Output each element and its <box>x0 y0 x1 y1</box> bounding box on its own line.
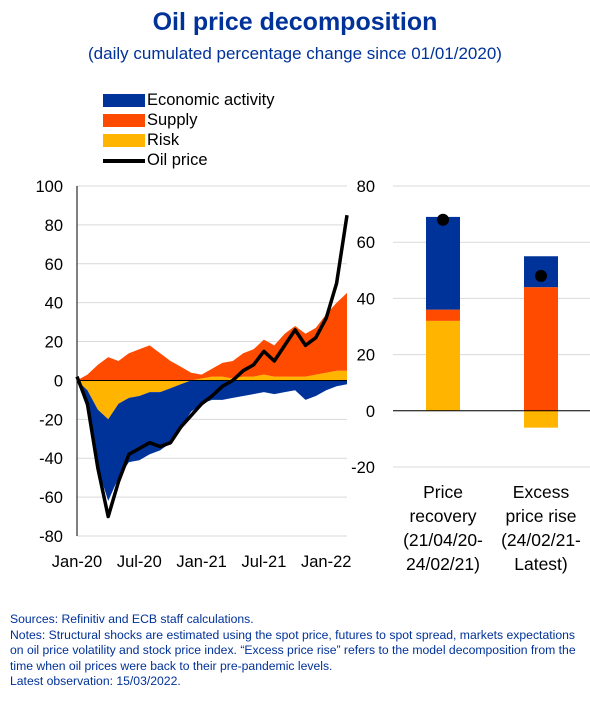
y-tick-label-right: -20 <box>351 459 375 477</box>
footnotes: Sources: Refinitiv and ECB staff calcula… <box>10 612 585 690</box>
category-label: (24/02/21- <box>501 530 581 550</box>
category-label: price rise <box>506 506 577 526</box>
legend-label-oil-price: Oil price <box>147 150 208 169</box>
y-tick-label-left: -20 <box>39 411 63 429</box>
y-tick-label-left: 60 <box>45 256 63 274</box>
legend-swatch-risk <box>103 133 145 147</box>
bar-segment-supply <box>524 287 558 411</box>
category-label: (21/04/20- <box>403 530 483 550</box>
latest-observation-note: Latest observation: 15/03/2022. <box>10 674 181 688</box>
x-tick-label-left: Jul-20 <box>117 553 162 571</box>
legend-item-oil-price: Oil price <box>103 150 274 170</box>
chart-title: Oil price decomposition <box>152 8 438 36</box>
legend-label-economic-activity: Economic activity <box>147 90 275 109</box>
legend-item-economic-activity: Economic activity <box>103 90 274 110</box>
y-tick-label-left: -60 <box>39 489 63 507</box>
category-label: Latest) <box>514 554 568 574</box>
chart-subtitle: (daily cumulated percentage change since… <box>88 44 502 63</box>
notes-text: Notes: Structural shocks are estimated u… <box>10 627 576 673</box>
risk-area-negative <box>77 380 347 420</box>
y-tick-label-left: 80 <box>45 217 63 235</box>
legend: Economic activity Supply Risk Oil price <box>103 90 274 170</box>
y-tick-label-left: 100 <box>35 178 63 196</box>
y-tick-label-right: 20 <box>357 347 375 365</box>
x-tick-label-left: Jul-21 <box>241 553 286 571</box>
supply-area <box>77 292 347 381</box>
y-tick-label-right: 40 <box>357 290 375 308</box>
x-tick-label-left: Jan-22 <box>301 553 351 571</box>
category-label: Excess <box>513 482 570 502</box>
legend-swatch-supply <box>103 113 145 127</box>
legend-item-supply: Supply <box>103 110 274 130</box>
oil-price-marker <box>437 213 449 226</box>
legend-swatch-oil-price <box>103 159 145 163</box>
bar-segment-risk <box>426 320 460 411</box>
bar-segment-supply <box>426 309 460 321</box>
y-tick-label-left: -80 <box>39 528 63 546</box>
oil-price-marker <box>535 269 547 282</box>
y-tick-label-left: 20 <box>45 334 63 352</box>
bar-segment-risk <box>524 410 558 428</box>
y-tick-label-left: 40 <box>45 295 63 313</box>
y-tick-label-left: -40 <box>39 450 63 468</box>
bar-segment-economic-activity <box>426 216 460 310</box>
y-tick-label-right: 0 <box>366 403 375 421</box>
legend-label-risk: Risk <box>147 130 180 149</box>
y-tick-label-right: 80 <box>357 178 375 196</box>
legend-label-supply: Supply <box>147 110 198 129</box>
risk-area-positive <box>77 370 347 381</box>
category-label: recovery <box>409 506 476 526</box>
x-tick-label-left: Jan-21 <box>176 553 226 571</box>
y-tick-label-right: 60 <box>357 234 375 252</box>
x-tick-label-left: Jan-20 <box>52 553 102 571</box>
category-label: 24/02/21) <box>406 554 480 574</box>
economic-activity-area <box>77 380 347 501</box>
sources-note: Sources: Refinitiv and ECB staff calcula… <box>10 612 254 626</box>
legend-item-risk: Risk <box>103 130 274 150</box>
category-label: Price <box>423 482 463 502</box>
y-tick-label-left: 0 <box>54 372 63 390</box>
legend-swatch-economic-activity <box>103 93 145 107</box>
chart-canvas: -80 -60 -40 -20 0 20 40 60 80 100 Jan-20 Jul-20 Jan-… <box>35 178 590 574</box>
oil-price-line <box>75 214 349 519</box>
